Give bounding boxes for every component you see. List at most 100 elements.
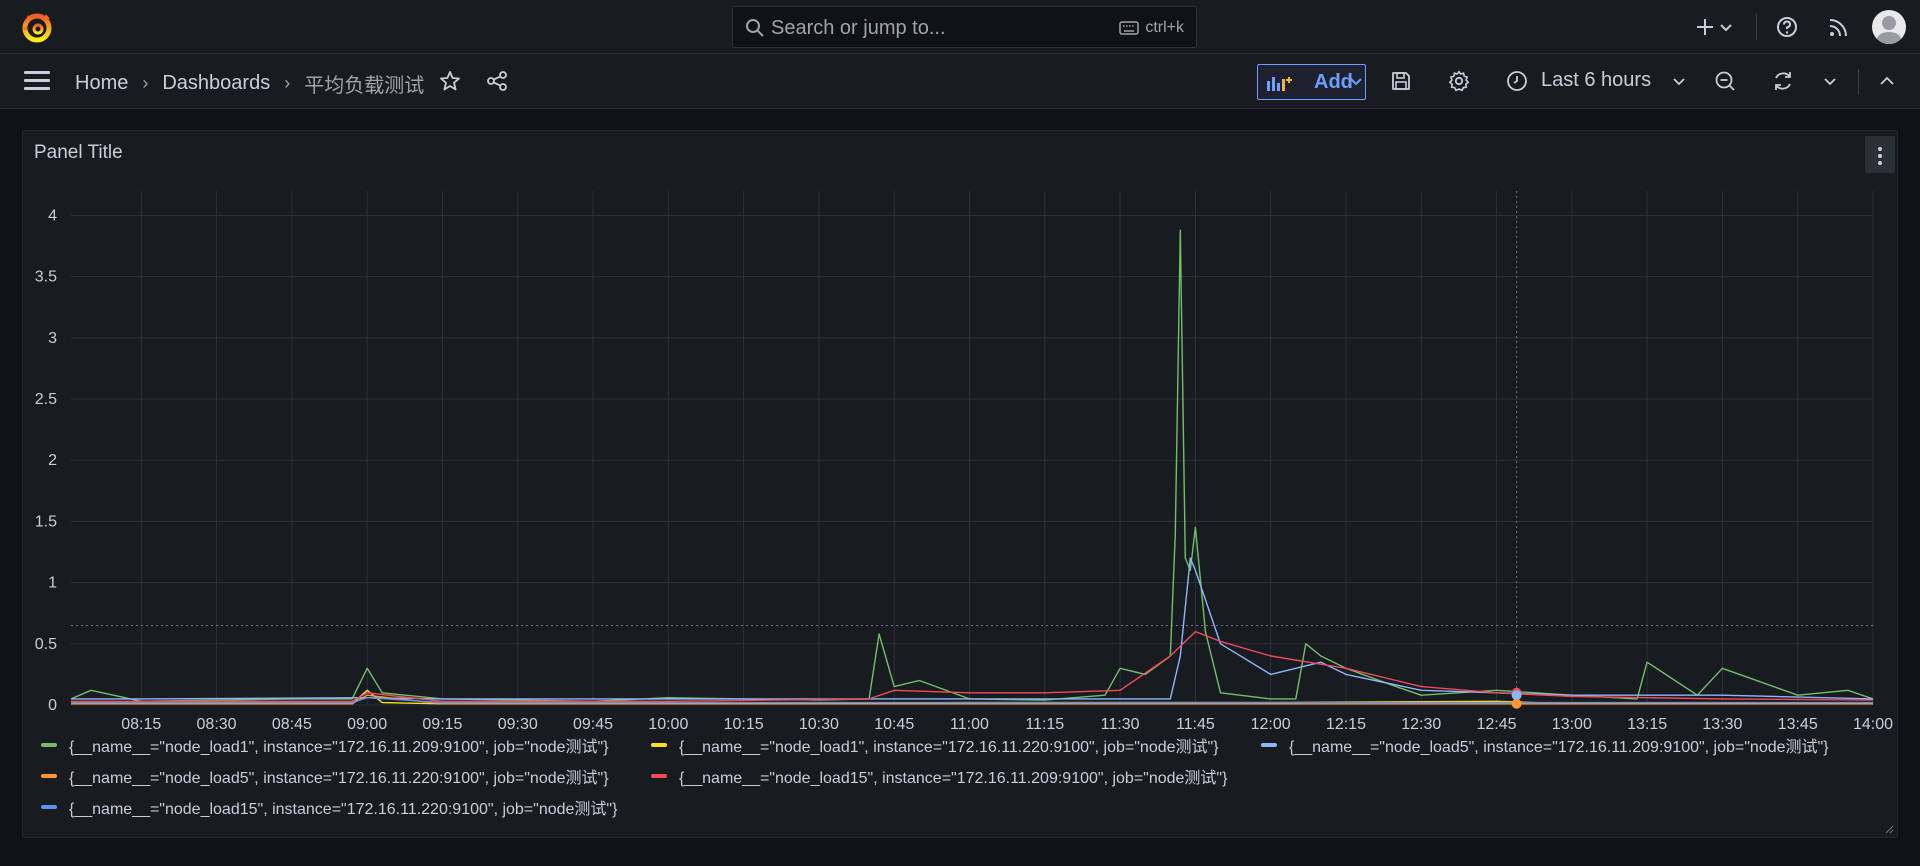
legend-label: {__name__="node_load5", instance="172.16…: [69, 770, 609, 787]
x-tick-label: 13:15: [1627, 716, 1667, 731]
add-button[interactable]: Add: [1257, 64, 1366, 100]
y-tick-label: 1.5: [35, 513, 57, 530]
breadcrumb-dashboards[interactable]: Dashboards: [162, 72, 271, 94]
legend-swatch: [41, 743, 57, 747]
x-tick-label: 13:30: [1702, 716, 1742, 731]
series-line-5: [71, 630, 1874, 702]
x-tick-label: 12:30: [1401, 716, 1441, 731]
y-tick-label: 2.5: [35, 391, 57, 408]
x-tick-label: 12:15: [1326, 716, 1366, 731]
legend-label: {__name__="node_load5", instance="172.16…: [1289, 739, 1829, 756]
breadcrumb-current: 平均负载测试: [304, 75, 425, 97]
clock-icon[interactable]: [1505, 69, 1529, 93]
search-placeholder: Search or jump to...: [771, 17, 946, 39]
x-tick-label: 11:45: [1176, 716, 1215, 731]
legend-swatch: [1261, 743, 1277, 747]
share-icon[interactable]: [485, 69, 509, 93]
search-shortcut: ctrl+k: [1119, 19, 1184, 37]
legend-item[interactable]: {__name__="node_load5", instance="172.16…: [41, 764, 609, 788]
y-tick-label: 1: [48, 575, 57, 592]
avatar-icon: [1876, 16, 1902, 44]
refresh-icon[interactable]: [1771, 69, 1795, 93]
keyboard-icon: [1119, 21, 1140, 35]
news-icon[interactable]: [1826, 14, 1852, 40]
menu-icon[interactable]: [24, 71, 50, 91]
x-tick-label: 10:30: [799, 716, 839, 731]
chevron-down-icon[interactable]: [1670, 69, 1688, 93]
help-icon[interactable]: [1774, 14, 1800, 40]
x-tick-label: 13:45: [1778, 716, 1818, 731]
y-tick-label: 3: [48, 330, 57, 347]
series-line-6: [71, 697, 1873, 704]
breadcrumb-separator: ›: [284, 73, 291, 93]
legend-swatch: [651, 743, 667, 747]
divider: [1858, 69, 1859, 95]
chevron-down-icon[interactable]: [1821, 69, 1839, 93]
legend-swatch: [41, 774, 57, 778]
breadcrumb-separator: ›: [142, 73, 149, 93]
x-tick-label: 11:30: [1101, 716, 1140, 731]
x-tick-label: 09:00: [347, 716, 387, 731]
divider: [1756, 14, 1757, 40]
y-tick-label: 2: [48, 452, 57, 469]
legend-swatch: [651, 774, 667, 778]
top-bar: Search or jump to... ctrl+k: [0, 0, 1920, 54]
avatar[interactable]: [1872, 10, 1906, 44]
x-tick-label: 10:15: [724, 716, 764, 731]
series-line-3: [71, 557, 1874, 700]
chevron-down-icon[interactable]: [1718, 14, 1734, 40]
collapse-icon[interactable]: [1875, 69, 1899, 93]
x-tick-label: 10:00: [648, 716, 688, 731]
y-tick-label: 0: [48, 697, 57, 714]
panel-menu-button[interactable]: [1865, 136, 1895, 173]
x-tick-label: 11:00: [950, 716, 989, 731]
x-tick-label: 13:00: [1552, 716, 1592, 731]
time-series-panel: Panel Title 0 0.5 1 1.5 2 2.5 3 3.5 4 08:15 08:30 0…: [22, 130, 1898, 838]
search-bar[interactable]: Search or jump to... ctrl+k: [732, 6, 1197, 48]
y-tick-label: 0.5: [35, 636, 57, 653]
x-tick-label: 08:30: [197, 716, 237, 731]
hover-point: [1511, 690, 1522, 701]
zoom-out-icon[interactable]: [1713, 69, 1737, 93]
hover-point: [1511, 698, 1522, 709]
x-tick-label: 10:45: [874, 716, 914, 731]
legend-item[interactable]: {__name__="node_load15", instance="172.1…: [651, 764, 1227, 788]
resize-handle-icon[interactable]: [1884, 824, 1894, 834]
save-icon[interactable]: [1389, 69, 1413, 93]
dashboard-nav-bar: Home › Dashboards › 平均负载测试 Add: [0, 54, 1920, 109]
plus-icon[interactable]: [1692, 14, 1718, 40]
chevron-down-icon: [1350, 78, 1362, 86]
time-range-picker[interactable]: Last 6 hours: [1541, 69, 1652, 91]
y-tick-label: 3.5: [35, 269, 57, 286]
x-tick-label: 14:00: [1853, 716, 1893, 731]
x-tick-label: 08:15: [121, 716, 161, 731]
legend-label: {__name__="node_load1", instance="172.16…: [69, 739, 609, 756]
x-tick-label: 12:00: [1251, 716, 1291, 731]
grafana-logo-icon[interactable]: [20, 11, 56, 43]
shortcut-label: ctrl+k: [1145, 19, 1184, 36]
x-tick-label: 09:15: [422, 716, 462, 731]
legend-label: {__name__="node_load1", instance="172.16…: [679, 739, 1219, 756]
add-panel-icon: [1267, 77, 1292, 91]
legend-item[interactable]: {__name__="node_load1", instance="172.16…: [651, 733, 1219, 757]
x-tick-label: 08:45: [272, 716, 312, 731]
line-chart[interactable]: 0 0.5 1 1.5 2 2.5 3 3.5 4 08:15 08:30 08:45 09:00 09:…: [23, 179, 1897, 731]
add-button-label: Add: [1314, 71, 1353, 93]
breadcrumb: Home › Dashboards › 平均负载测试: [75, 69, 424, 98]
legend-item[interactable]: {__name__="node_load1", instance="172.16…: [41, 733, 609, 757]
star-icon[interactable]: [438, 69, 462, 93]
breadcrumb-home[interactable]: Home: [75, 72, 129, 94]
x-tick-label: 09:30: [498, 716, 538, 731]
legend-item[interactable]: {__name__="node_load15", instance="172.1…: [41, 795, 617, 819]
legend-swatch: [41, 805, 57, 809]
x-tick-label: 09:45: [573, 716, 613, 731]
panel-title[interactable]: Panel Title: [34, 142, 123, 163]
y-tick-label: 4: [48, 207, 57, 224]
x-tick-label: 12:45: [1477, 716, 1517, 731]
gear-icon[interactable]: [1447, 69, 1471, 93]
legend-label: {__name__="node_load15", instance="172.1…: [69, 801, 618, 818]
legend-label: {__name__="node_load15", instance="172.1…: [679, 770, 1228, 787]
x-tick-label: 11:15: [1025, 716, 1064, 731]
search-icon: [746, 19, 764, 37]
legend-item[interactable]: {__name__="node_load5", instance="172.16…: [1261, 733, 1829, 757]
